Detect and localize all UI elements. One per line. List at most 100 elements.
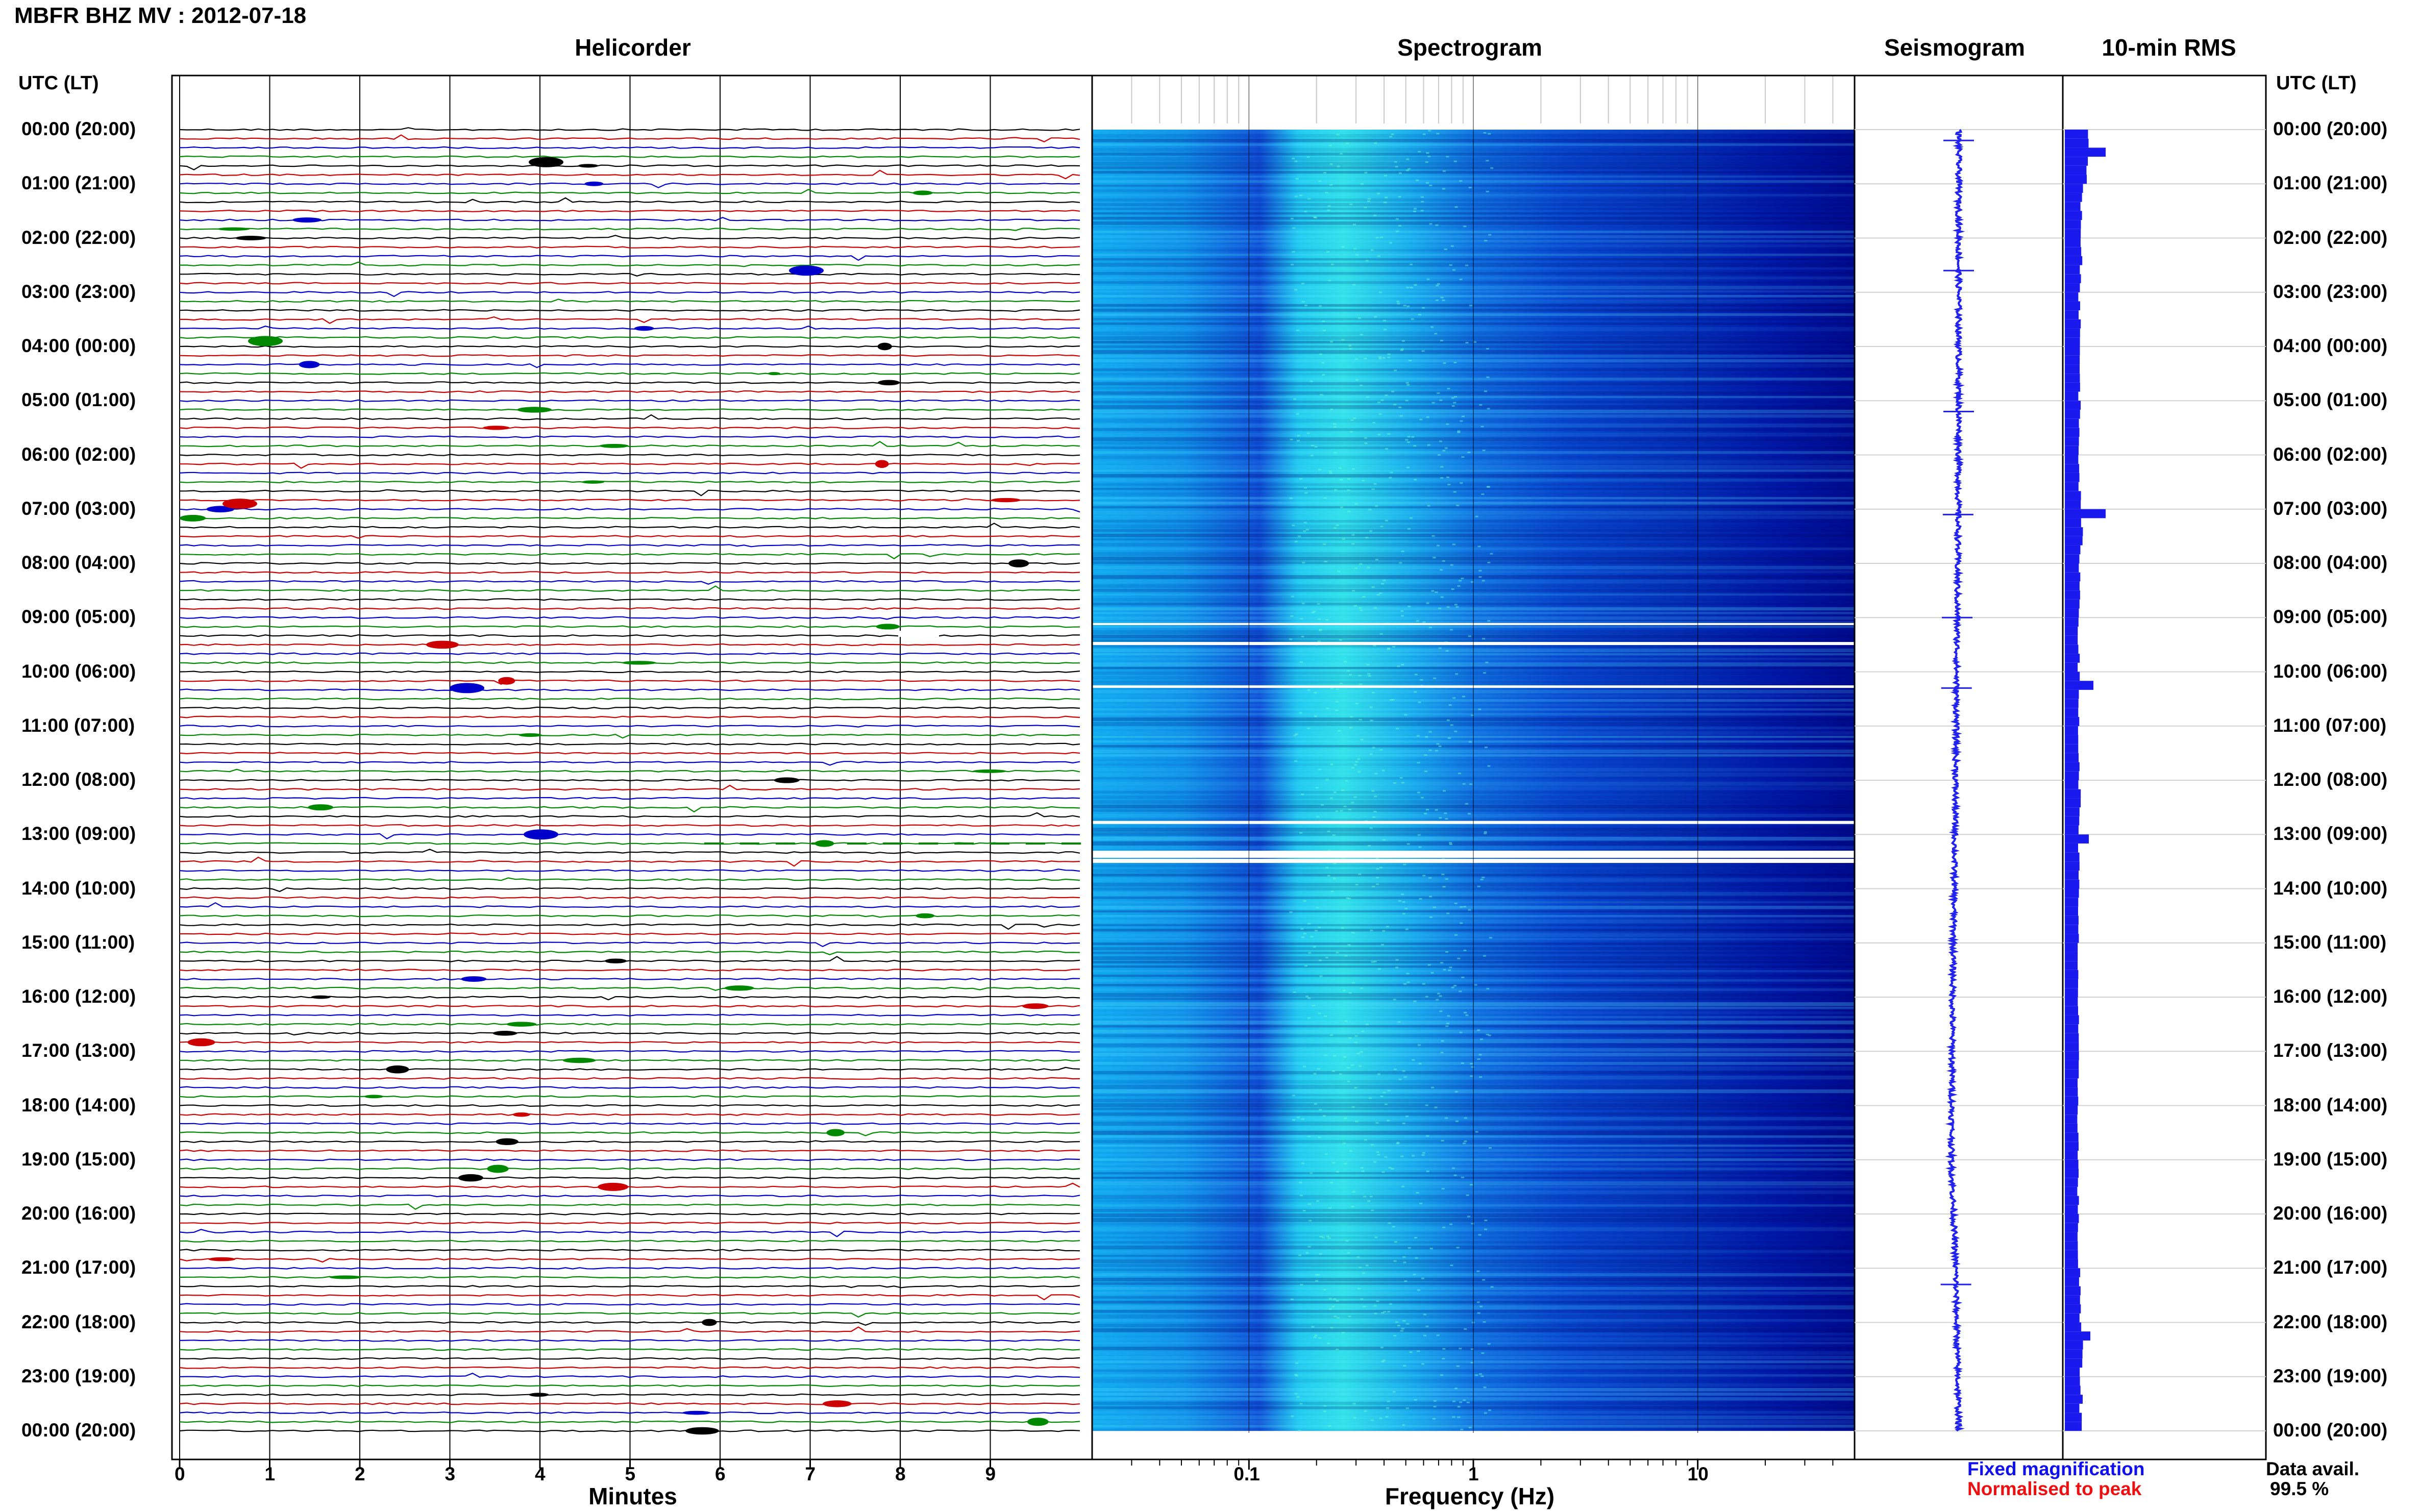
spectrogram-speckle bbox=[1330, 890, 1334, 893]
spectrogram-speckle bbox=[1477, 885, 1480, 887]
time-label-left: 11:00 (07:00) bbox=[21, 714, 135, 736]
spectrogram-speckle bbox=[1292, 525, 1295, 527]
spectrogram-speckle bbox=[1404, 714, 1408, 716]
spectrogram-speckle bbox=[1482, 450, 1486, 452]
spectrogram-speckle bbox=[1355, 703, 1359, 705]
rms-bar bbox=[2065, 1169, 2079, 1178]
spectrogram-speckle bbox=[1425, 1104, 1428, 1106]
spectrogram-speckle bbox=[1394, 161, 1397, 163]
spectrogram-speckle bbox=[1451, 397, 1454, 399]
spectrogram-speckle bbox=[1435, 224, 1439, 226]
spectrogram-speckle bbox=[1296, 440, 1300, 442]
spectrogram-speckle bbox=[1435, 299, 1439, 301]
spectrogram-speckle bbox=[1442, 1226, 1446, 1228]
rms-bar bbox=[2065, 599, 2080, 609]
spectrogram-speckle bbox=[1359, 607, 1362, 609]
spectrogram-speckle bbox=[1468, 1426, 1472, 1428]
spectrogram-speckle bbox=[1351, 534, 1355, 536]
helicorder-event bbox=[1027, 1418, 1049, 1426]
spectrogram-speckle bbox=[1442, 886, 1446, 888]
helicorder-trace bbox=[179, 706, 1080, 709]
spectrogram-speckle bbox=[1379, 236, 1383, 238]
rms-bar bbox=[2065, 834, 2089, 844]
spectrogram-speckle bbox=[1406, 1323, 1410, 1325]
spectrogram-speckle bbox=[1486, 486, 1490, 488]
spectrogram-speckle bbox=[1421, 350, 1425, 352]
spectrogram-speckle bbox=[1456, 1365, 1460, 1367]
spectrogram-speckle bbox=[1388, 1167, 1392, 1169]
spectrogram-speckle bbox=[1371, 790, 1375, 792]
helicorder-trace bbox=[179, 1086, 1080, 1089]
spectrogram-speckle bbox=[1342, 1142, 1346, 1144]
spectrogram-speckle bbox=[1399, 415, 1403, 417]
helicorder-trace bbox=[179, 1067, 1080, 1071]
rms-bar bbox=[2065, 157, 2088, 166]
spectrogram-speckle bbox=[1323, 543, 1326, 545]
time-label-right: 16:00 (12:00) bbox=[2273, 986, 2388, 1007]
spectrogram-speckle bbox=[1398, 406, 1402, 408]
rms-bar bbox=[2065, 1358, 2083, 1368]
spectrogram-speckle bbox=[1328, 1298, 1332, 1300]
spectrogram-speckle bbox=[1323, 330, 1326, 332]
spectrogram-speckle bbox=[1426, 809, 1429, 811]
rms-bar bbox=[2065, 509, 2106, 518]
spectrogram-speckle bbox=[1403, 863, 1406, 865]
spectrogram-speckle bbox=[1392, 1226, 1395, 1228]
spectrogram-speckle bbox=[1488, 234, 1492, 236]
spectrogram-speckle bbox=[1307, 1017, 1311, 1019]
spectrogram-speckle bbox=[1357, 1287, 1361, 1290]
helicorder-event bbox=[774, 777, 800, 783]
spectrogram-speckle bbox=[1431, 590, 1435, 592]
spectrogram-speckle bbox=[1479, 1305, 1483, 1307]
spectrogram-speckle bbox=[1440, 1374, 1443, 1376]
helicorder-frame bbox=[171, 75, 1093, 1460]
spectrogram-speckle bbox=[1296, 413, 1299, 415]
spectrogram-speckle bbox=[1313, 1336, 1317, 1338]
spectrogram-speckle bbox=[1333, 1055, 1337, 1057]
rms-bar bbox=[2065, 1331, 2090, 1341]
spectrogram-speckle bbox=[1398, 172, 1402, 174]
spectrogram-speckle bbox=[1477, 546, 1481, 548]
rms-bar bbox=[2065, 934, 2079, 943]
spectrogram-speckle bbox=[1483, 955, 1486, 957]
spectrogram-speckle bbox=[1327, 1237, 1331, 1239]
rms-bar bbox=[2065, 491, 2081, 501]
spectrogram-speckle bbox=[1431, 1086, 1435, 1088]
helicorder-trace bbox=[179, 1321, 1080, 1326]
spectrogram-speckle bbox=[1446, 606, 1450, 608]
spectrogram-speckle bbox=[1395, 218, 1399, 220]
spectrogram-speckle bbox=[1301, 301, 1305, 303]
spectrogram-speckle bbox=[1475, 1131, 1478, 1133]
spectrogram-speckle bbox=[1333, 426, 1337, 428]
time-label-right: 12:00 (08:00) bbox=[2273, 769, 2388, 790]
spectrogram-speckle bbox=[1480, 1375, 1484, 1377]
spectrogram-speckle bbox=[1488, 1409, 1492, 1411]
spectrogram-speckle bbox=[1293, 991, 1296, 993]
spectrogram-speckle bbox=[1375, 237, 1379, 239]
spectrogram-speckle bbox=[1406, 466, 1410, 468]
spectrogram-speckle bbox=[1392, 1391, 1396, 1393]
helicorder-large-event bbox=[450, 683, 484, 693]
spectrogram-speckle bbox=[1396, 1142, 1400, 1144]
helicorder-trace bbox=[179, 902, 1080, 908]
rms-bar bbox=[2065, 581, 2080, 591]
spectrogram-speckle bbox=[1335, 701, 1339, 703]
helicorder-trace bbox=[180, 316, 1080, 324]
spectrogram-speckle bbox=[1353, 224, 1356, 226]
helicorder-trace bbox=[179, 1131, 1080, 1136]
spectrogram-speckle bbox=[1325, 957, 1328, 959]
rms-bar bbox=[2065, 1178, 2078, 1187]
rms-bar bbox=[2065, 283, 2080, 292]
spectrogram-speckle bbox=[1397, 1325, 1400, 1327]
spectrogram-speckle bbox=[1388, 1222, 1391, 1224]
spectrogram-speckle bbox=[1430, 972, 1434, 974]
helicorder-trace bbox=[179, 1040, 1080, 1044]
helicorder-event bbox=[458, 1174, 483, 1182]
spectrogram-speckle bbox=[1385, 519, 1388, 522]
spectrogram-speckle bbox=[1361, 1170, 1365, 1172]
spectrogram-speckle bbox=[1452, 1416, 1455, 1418]
spectrogram-speckle bbox=[1417, 791, 1420, 794]
spectrogram-speckle bbox=[1450, 629, 1453, 631]
rms-bar bbox=[2065, 1268, 2081, 1277]
spectrogram-speckle bbox=[1294, 1393, 1298, 1395]
